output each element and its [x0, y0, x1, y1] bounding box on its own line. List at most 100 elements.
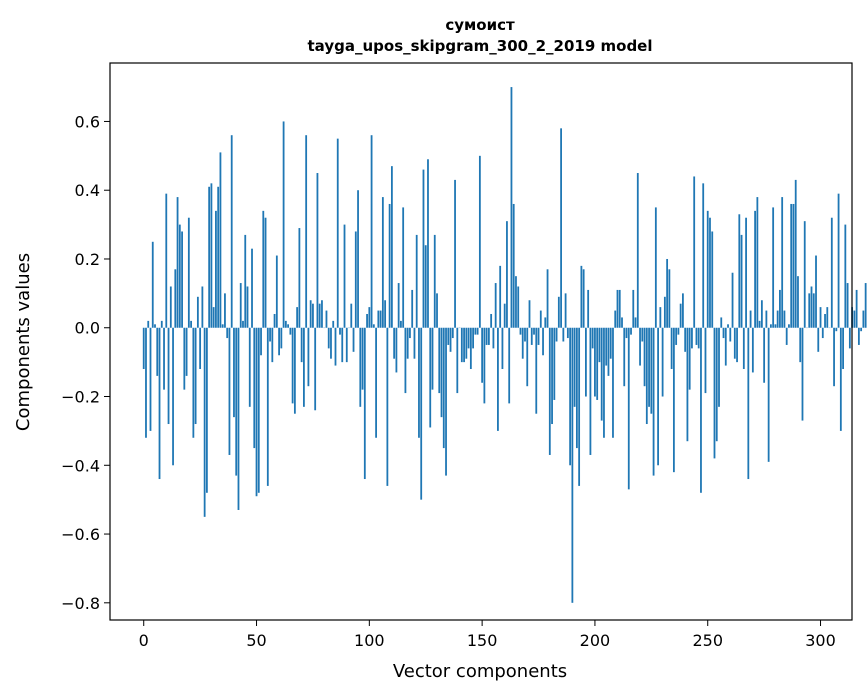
bar	[165, 193, 168, 328]
bar	[519, 327, 522, 335]
bar	[402, 207, 405, 328]
bar	[693, 176, 696, 328]
x-tick-label: 200	[580, 631, 611, 650]
bar	[697, 327, 700, 349]
bar	[264, 217, 267, 328]
bar	[181, 231, 183, 328]
bar	[366, 313, 368, 328]
bar	[537, 327, 540, 345]
bar	[449, 327, 452, 352]
bar	[539, 310, 542, 328]
bar	[603, 327, 605, 438]
bar	[526, 327, 529, 387]
bar	[596, 327, 599, 400]
bar	[817, 327, 820, 352]
bar	[548, 327, 551, 455]
bar	[429, 327, 432, 428]
bar	[645, 327, 648, 425]
bar	[729, 327, 732, 342]
bar	[839, 327, 842, 431]
bar	[341, 327, 344, 363]
bar	[844, 224, 847, 328]
bar	[187, 217, 190, 328]
bar	[303, 327, 305, 407]
bar	[792, 203, 795, 328]
x-tick-label: 50	[246, 631, 266, 650]
bar	[657, 327, 659, 466]
bar	[506, 221, 508, 328]
bar	[424, 245, 427, 328]
bar	[751, 327, 754, 373]
bar	[772, 207, 775, 328]
bar	[400, 320, 402, 328]
bar	[709, 217, 711, 328]
bar	[677, 327, 680, 335]
y-tick-label: −0.2	[61, 388, 100, 407]
bar	[668, 269, 671, 328]
bar	[756, 197, 759, 328]
bar	[350, 303, 353, 328]
bar	[648, 327, 650, 407]
bar	[361, 327, 364, 390]
plot-frame	[109, 62, 853, 621]
bar	[312, 303, 314, 328]
bar	[607, 327, 610, 376]
bar	[314, 327, 317, 411]
bar	[282, 121, 285, 328]
bar	[702, 183, 705, 328]
bar	[296, 307, 299, 328]
bar	[242, 320, 244, 328]
bar	[830, 217, 833, 328]
bar	[679, 303, 682, 328]
bar	[300, 327, 303, 363]
bar	[510, 87, 513, 328]
bar	[810, 286, 813, 328]
bar	[600, 327, 603, 421]
bar	[618, 289, 621, 328]
bar	[661, 327, 664, 397]
bar	[582, 269, 585, 328]
bar	[571, 327, 574, 603]
bar	[352, 327, 355, 352]
bar	[266, 327, 269, 486]
bar	[167, 327, 170, 425]
bar	[483, 327, 486, 404]
bar	[591, 327, 594, 349]
bar	[499, 265, 502, 328]
bar	[749, 310, 752, 328]
bar	[316, 173, 319, 328]
bar	[819, 307, 822, 328]
bar	[169, 286, 172, 328]
bar	[731, 272, 734, 328]
bar	[632, 289, 635, 328]
bar	[783, 310, 786, 328]
bar	[517, 286, 520, 328]
bar	[199, 327, 202, 370]
bar	[442, 327, 445, 449]
bar	[769, 324, 772, 328]
bar	[172, 327, 174, 466]
bar	[327, 327, 330, 349]
bar	[585, 327, 587, 397]
bar	[672, 327, 675, 473]
bar	[508, 327, 511, 404]
bar	[386, 327, 389, 486]
bar	[330, 327, 332, 359]
bar	[713, 327, 716, 459]
bar	[846, 283, 849, 328]
chart-subtitle: tayga_upos_skipgram_300_2_2019 model	[308, 37, 653, 55]
bar	[862, 310, 865, 328]
bar	[275, 255, 278, 328]
bar	[154, 324, 156, 328]
bar	[145, 327, 147, 438]
bar	[788, 324, 790, 328]
bar	[625, 327, 628, 339]
bar	[553, 327, 556, 400]
bar	[158, 327, 161, 480]
bar	[733, 327, 736, 359]
bar	[616, 289, 619, 328]
bar	[345, 327, 348, 363]
x-tick-label: 150	[467, 631, 498, 650]
bar	[142, 327, 145, 370]
bar	[440, 327, 443, 418]
